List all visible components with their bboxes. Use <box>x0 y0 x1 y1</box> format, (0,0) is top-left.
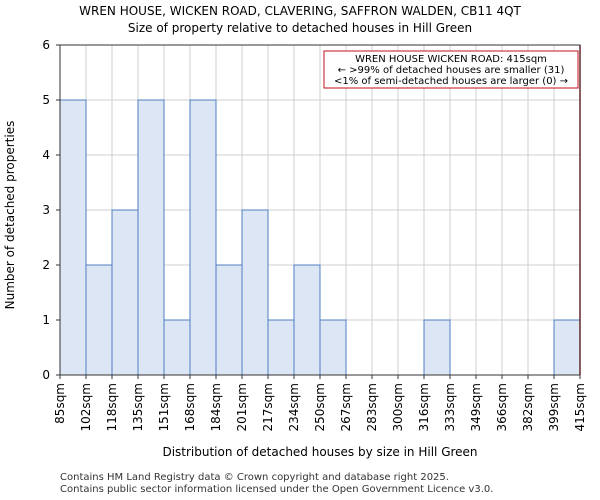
bar-102sqm <box>85 264 113 376</box>
x-tick-label: 267sqm <box>339 383 353 431</box>
x-tick-label: 234sqm <box>287 383 301 431</box>
x-tick-label: 300sqm <box>391 383 405 431</box>
x-tick-label: 316sqm <box>417 383 431 431</box>
bar-151sqm <box>163 319 191 376</box>
bar-316sqm <box>423 319 451 376</box>
bar-250sqm <box>319 319 347 376</box>
bar-118sqm <box>111 209 139 376</box>
y-tick-label: 0 <box>42 368 50 382</box>
bar-85sqm <box>59 99 87 376</box>
annotation-line-2: ← >99% of detached houses are smaller (3… <box>338 65 565 76</box>
bar-168sqm <box>189 99 217 376</box>
bar-135sqm <box>137 99 165 376</box>
footer-line-2: Contains public sector information licen… <box>60 484 494 495</box>
chart-subtitle: Size of property relative to detached ho… <box>128 21 472 35</box>
y-tick-label: 6 <box>42 38 50 52</box>
bar-234sqm <box>293 264 321 376</box>
x-tick-label: 135sqm <box>131 383 145 431</box>
x-tick-label: 85sqm <box>53 383 67 424</box>
chart-title: WREN HOUSE, WICKEN ROAD, CLAVERING, SAFF… <box>79 4 521 18</box>
x-tick-label: 102sqm <box>79 383 93 431</box>
x-tick-label: 382sqm <box>521 383 535 431</box>
y-tick-label: 2 <box>42 258 50 272</box>
x-tick-label: 168sqm <box>183 383 197 431</box>
x-tick-label: 399sqm <box>547 383 561 431</box>
y-tick-label: 5 <box>42 93 50 107</box>
annotation-box: WREN HOUSE WICKEN ROAD: 415sqm ← >99% of… <box>323 50 579 89</box>
x-tick-label: 349sqm <box>469 383 483 431</box>
x-tick-label: 184sqm <box>209 383 223 431</box>
x-tick-label: 366sqm <box>495 383 509 431</box>
x-axis-label: Distribution of detached houses by size … <box>162 445 477 459</box>
annotation-frame <box>323 50 579 89</box>
y-axis-label: Number of detached properties <box>3 121 17 310</box>
y-tick-label: 4 <box>42 148 50 162</box>
y-tick-label: 1 <box>42 313 50 327</box>
bar-217sqm <box>267 319 295 376</box>
annotation-line-1: WREN HOUSE WICKEN ROAD: 415sqm <box>355 54 547 65</box>
x-tick-label: 333sqm <box>443 383 457 431</box>
x-axis-ticks: 85sqm 102sqm 118sqm 135sqm 151sqm 168sqm 184sq… <box>53 375 587 431</box>
x-tick-label: 201sqm <box>235 383 249 431</box>
bar-399sqm <box>553 319 581 376</box>
x-tick-label: 250sqm <box>313 383 327 431</box>
x-tick-label: 118sqm <box>105 383 119 431</box>
x-tick-label: 283sqm <box>365 383 379 431</box>
x-tick-label: 217sqm <box>261 383 275 431</box>
bars <box>59 99 581 376</box>
y-axis-ticks: 0 1 2 3 4 5 6 <box>42 38 60 382</box>
x-tick-label: 151sqm <box>157 383 171 431</box>
footer-line-1: Contains HM Land Registry data © Crown c… <box>60 472 449 483</box>
bar-201sqm <box>241 209 269 376</box>
x-tick-label: 415sqm <box>573 383 587 431</box>
bar-184sqm <box>215 264 243 376</box>
annotation-line-3: <1% of semi-detached houses are larger (… <box>334 76 568 87</box>
y-tick-label: 3 <box>42 203 50 217</box>
